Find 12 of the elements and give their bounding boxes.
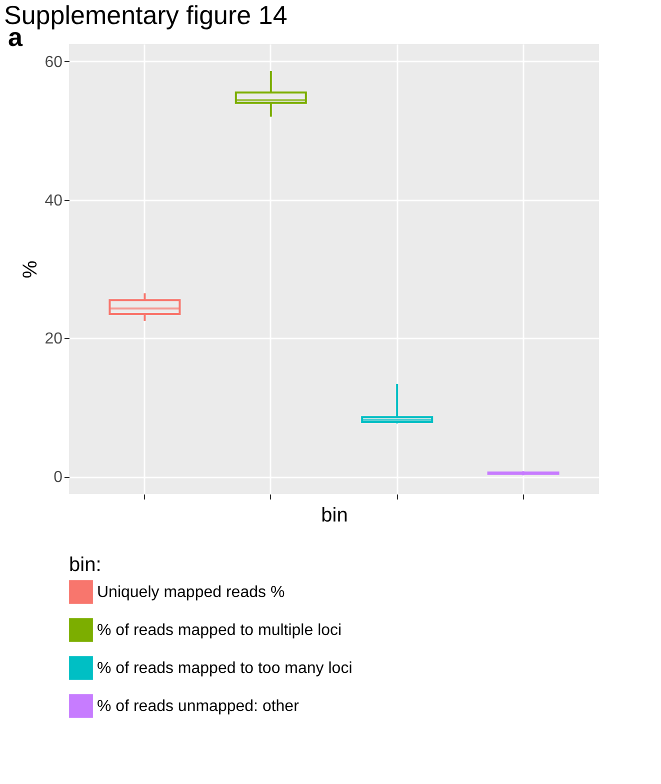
y-tick-label: 60 (44, 54, 63, 71)
legend-title: bin: (69, 554, 102, 576)
chart-title: Supplementary figure 14 (4, 0, 288, 31)
y-tick-label: 40 (44, 192, 63, 210)
legend-label: % of reads mapped to too many loci (97, 660, 352, 677)
y-tick-label: 0 (54, 469, 63, 486)
legend-label: Uniquely mapped reads % (97, 584, 285, 601)
y-tick-label: 20 (44, 330, 63, 348)
y-axis-title: % (20, 260, 42, 278)
x-axis-title: bin (321, 504, 348, 526)
legend-label: % of reads mapped to multiple loci (97, 622, 342, 639)
legend-label: % of reads unmapped: other (97, 698, 300, 715)
